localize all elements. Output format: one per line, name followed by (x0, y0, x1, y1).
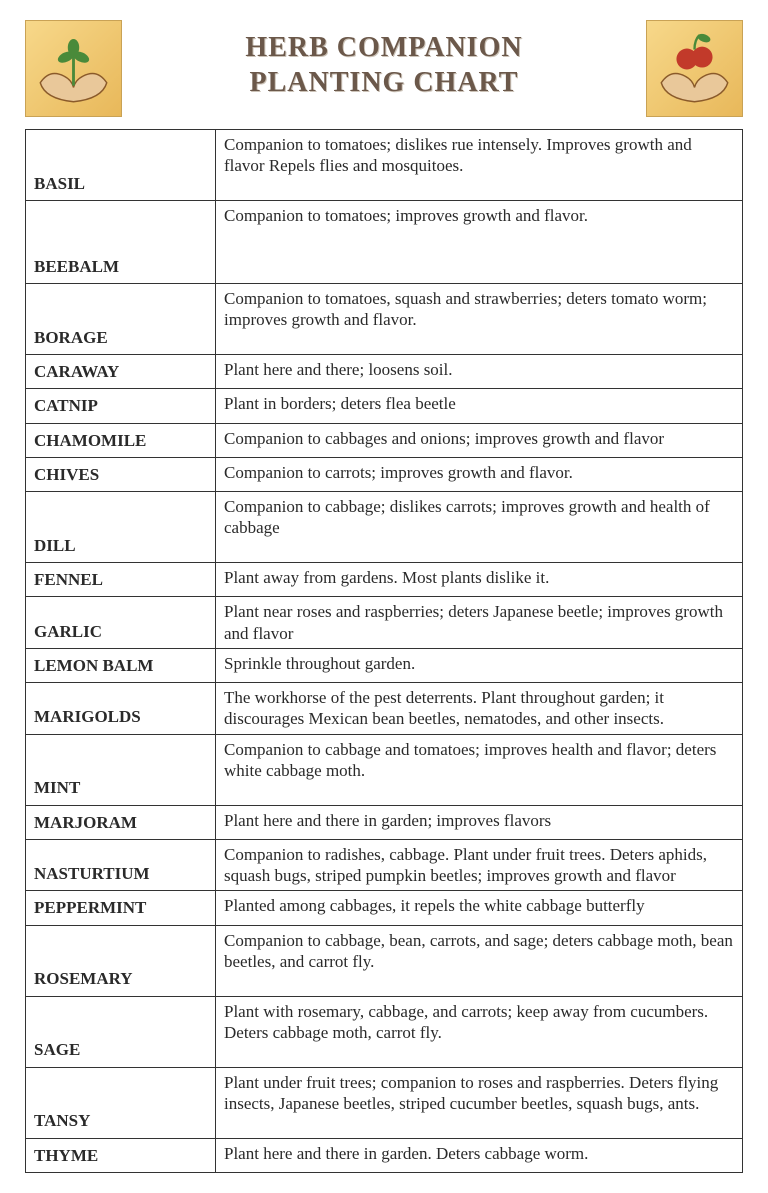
herb-description-cell: Companion to cabbage and tomatoes; impro… (216, 734, 743, 805)
title-line-1: HERB COMPANION (245, 32, 522, 63)
herb-name-cell: BASIL (26, 130, 216, 201)
herb-name-cell: FENNEL (26, 563, 216, 597)
herb-description-cell: Plant near roses and raspberries; deters… (216, 597, 743, 649)
herb-description-cell: Plant in borders; deters flea beetle (216, 389, 743, 423)
herb-name-cell: SAGE (26, 996, 216, 1067)
table-row: LEMON BALMSprinkle throughout garden. (26, 648, 743, 682)
table-row: BEEBALMCompanion to tomatoes; improves g… (26, 201, 743, 284)
table-row: MARJORAMPlant here and there in garden; … (26, 805, 743, 839)
planting-chart-table: BASILCompanion to tomatoes; dislikes rue… (25, 129, 743, 1173)
herb-name-cell: CATNIP (26, 389, 216, 423)
herb-description-cell: Companion to cabbages and onions; improv… (216, 423, 743, 457)
herb-description-cell: Plant here and there in garden; improves… (216, 805, 743, 839)
herb-description-cell: Companion to cabbage, bean, carrots, and… (216, 925, 743, 996)
table-row: ROSEMARYCompanion to cabbage, bean, carr… (26, 925, 743, 996)
herb-name-cell: CHAMOMILE (26, 423, 216, 457)
table-row: PEPPERMINTPlanted among cabbages, it rep… (26, 891, 743, 925)
table-row: CARAWAYPlant here and there; loosens soi… (26, 355, 743, 389)
herb-description-cell: Plant here and there in garden. Deters c… (216, 1138, 743, 1172)
title-line-2: PLANTING CHART (250, 67, 519, 98)
table-row: GARLICPlant near roses and raspberries; … (26, 597, 743, 649)
herb-description-cell: Companion to radishes, cabbage. Plant un… (216, 839, 743, 891)
table-row: CATNIPPlant in borders; deters flea beet… (26, 389, 743, 423)
table-row: MARIGOLDSThe workhorse of the pest deter… (26, 683, 743, 735)
table-row: TANSYPlant under fruit trees; companion … (26, 1067, 743, 1138)
page-header: HERB COMPANION PLANTING CHART (25, 20, 743, 117)
herb-description-cell: Sprinkle throughout garden. (216, 648, 743, 682)
hands-fruit-icon (646, 20, 743, 117)
herb-name-cell: CARAWAY (26, 355, 216, 389)
herb-description-cell: The workhorse of the pest deterrents. Pl… (216, 683, 743, 735)
herb-description-cell: Companion to tomatoes; improves growth a… (216, 201, 743, 284)
herb-name-cell: BEEBALM (26, 201, 216, 284)
table-row: SAGEPlant with rosemary, cabbage, and ca… (26, 996, 743, 1067)
page-title: HERB COMPANION PLANTING CHART (122, 20, 646, 100)
herb-name-cell: TANSY (26, 1067, 216, 1138)
herb-description-cell: Companion to tomatoes; dislikes rue inte… (216, 130, 743, 201)
herb-description-cell: Plant here and there; loosens soil. (216, 355, 743, 389)
table-row: CHIVESCompanion to carrots; improves gro… (26, 457, 743, 491)
herb-name-cell: MARJORAM (26, 805, 216, 839)
table-row: BASILCompanion to tomatoes; dislikes rue… (26, 130, 743, 201)
herb-description-cell: Companion to cabbage; dislikes carrots; … (216, 492, 743, 563)
herb-description-cell: Companion to carrots; improves growth an… (216, 457, 743, 491)
table-row: MINTCompanion to cabbage and tomatoes; i… (26, 734, 743, 805)
table-row: BORAGECompanion to tomatoes, squash and … (26, 284, 743, 355)
herb-name-cell: NASTURTIUM (26, 839, 216, 891)
herb-name-cell: PEPPERMINT (26, 891, 216, 925)
herb-name-cell: CHIVES (26, 457, 216, 491)
herb-name-cell: BORAGE (26, 284, 216, 355)
herb-name-cell: MARIGOLDS (26, 683, 216, 735)
table-row: CHAMOMILECompanion to cabbages and onion… (26, 423, 743, 457)
herb-name-cell: ROSEMARY (26, 925, 216, 996)
herb-name-cell: GARLIC (26, 597, 216, 649)
table-row: FENNELPlant away from gardens. Most plan… (26, 563, 743, 597)
table-row: THYMEPlant here and there in garden. Det… (26, 1138, 743, 1172)
herb-name-cell: LEMON BALM (26, 648, 216, 682)
herb-description-cell: Companion to tomatoes, squash and strawb… (216, 284, 743, 355)
herb-description-cell: Planted among cabbages, it repels the wh… (216, 891, 743, 925)
table-row: DILLCompanion to cabbage; dislikes carro… (26, 492, 743, 563)
hands-seedling-icon (25, 20, 122, 117)
herb-name-cell: THYME (26, 1138, 216, 1172)
herb-description-cell: Plant away from gardens. Most plants dis… (216, 563, 743, 597)
table-row: NASTURTIUMCompanion to radishes, cabbage… (26, 839, 743, 891)
herb-name-cell: MINT (26, 734, 216, 805)
herb-description-cell: Plant with rosemary, cabbage, and carrot… (216, 996, 743, 1067)
herb-description-cell: Plant under fruit trees; companion to ro… (216, 1067, 743, 1138)
herb-name-cell: DILL (26, 492, 216, 563)
